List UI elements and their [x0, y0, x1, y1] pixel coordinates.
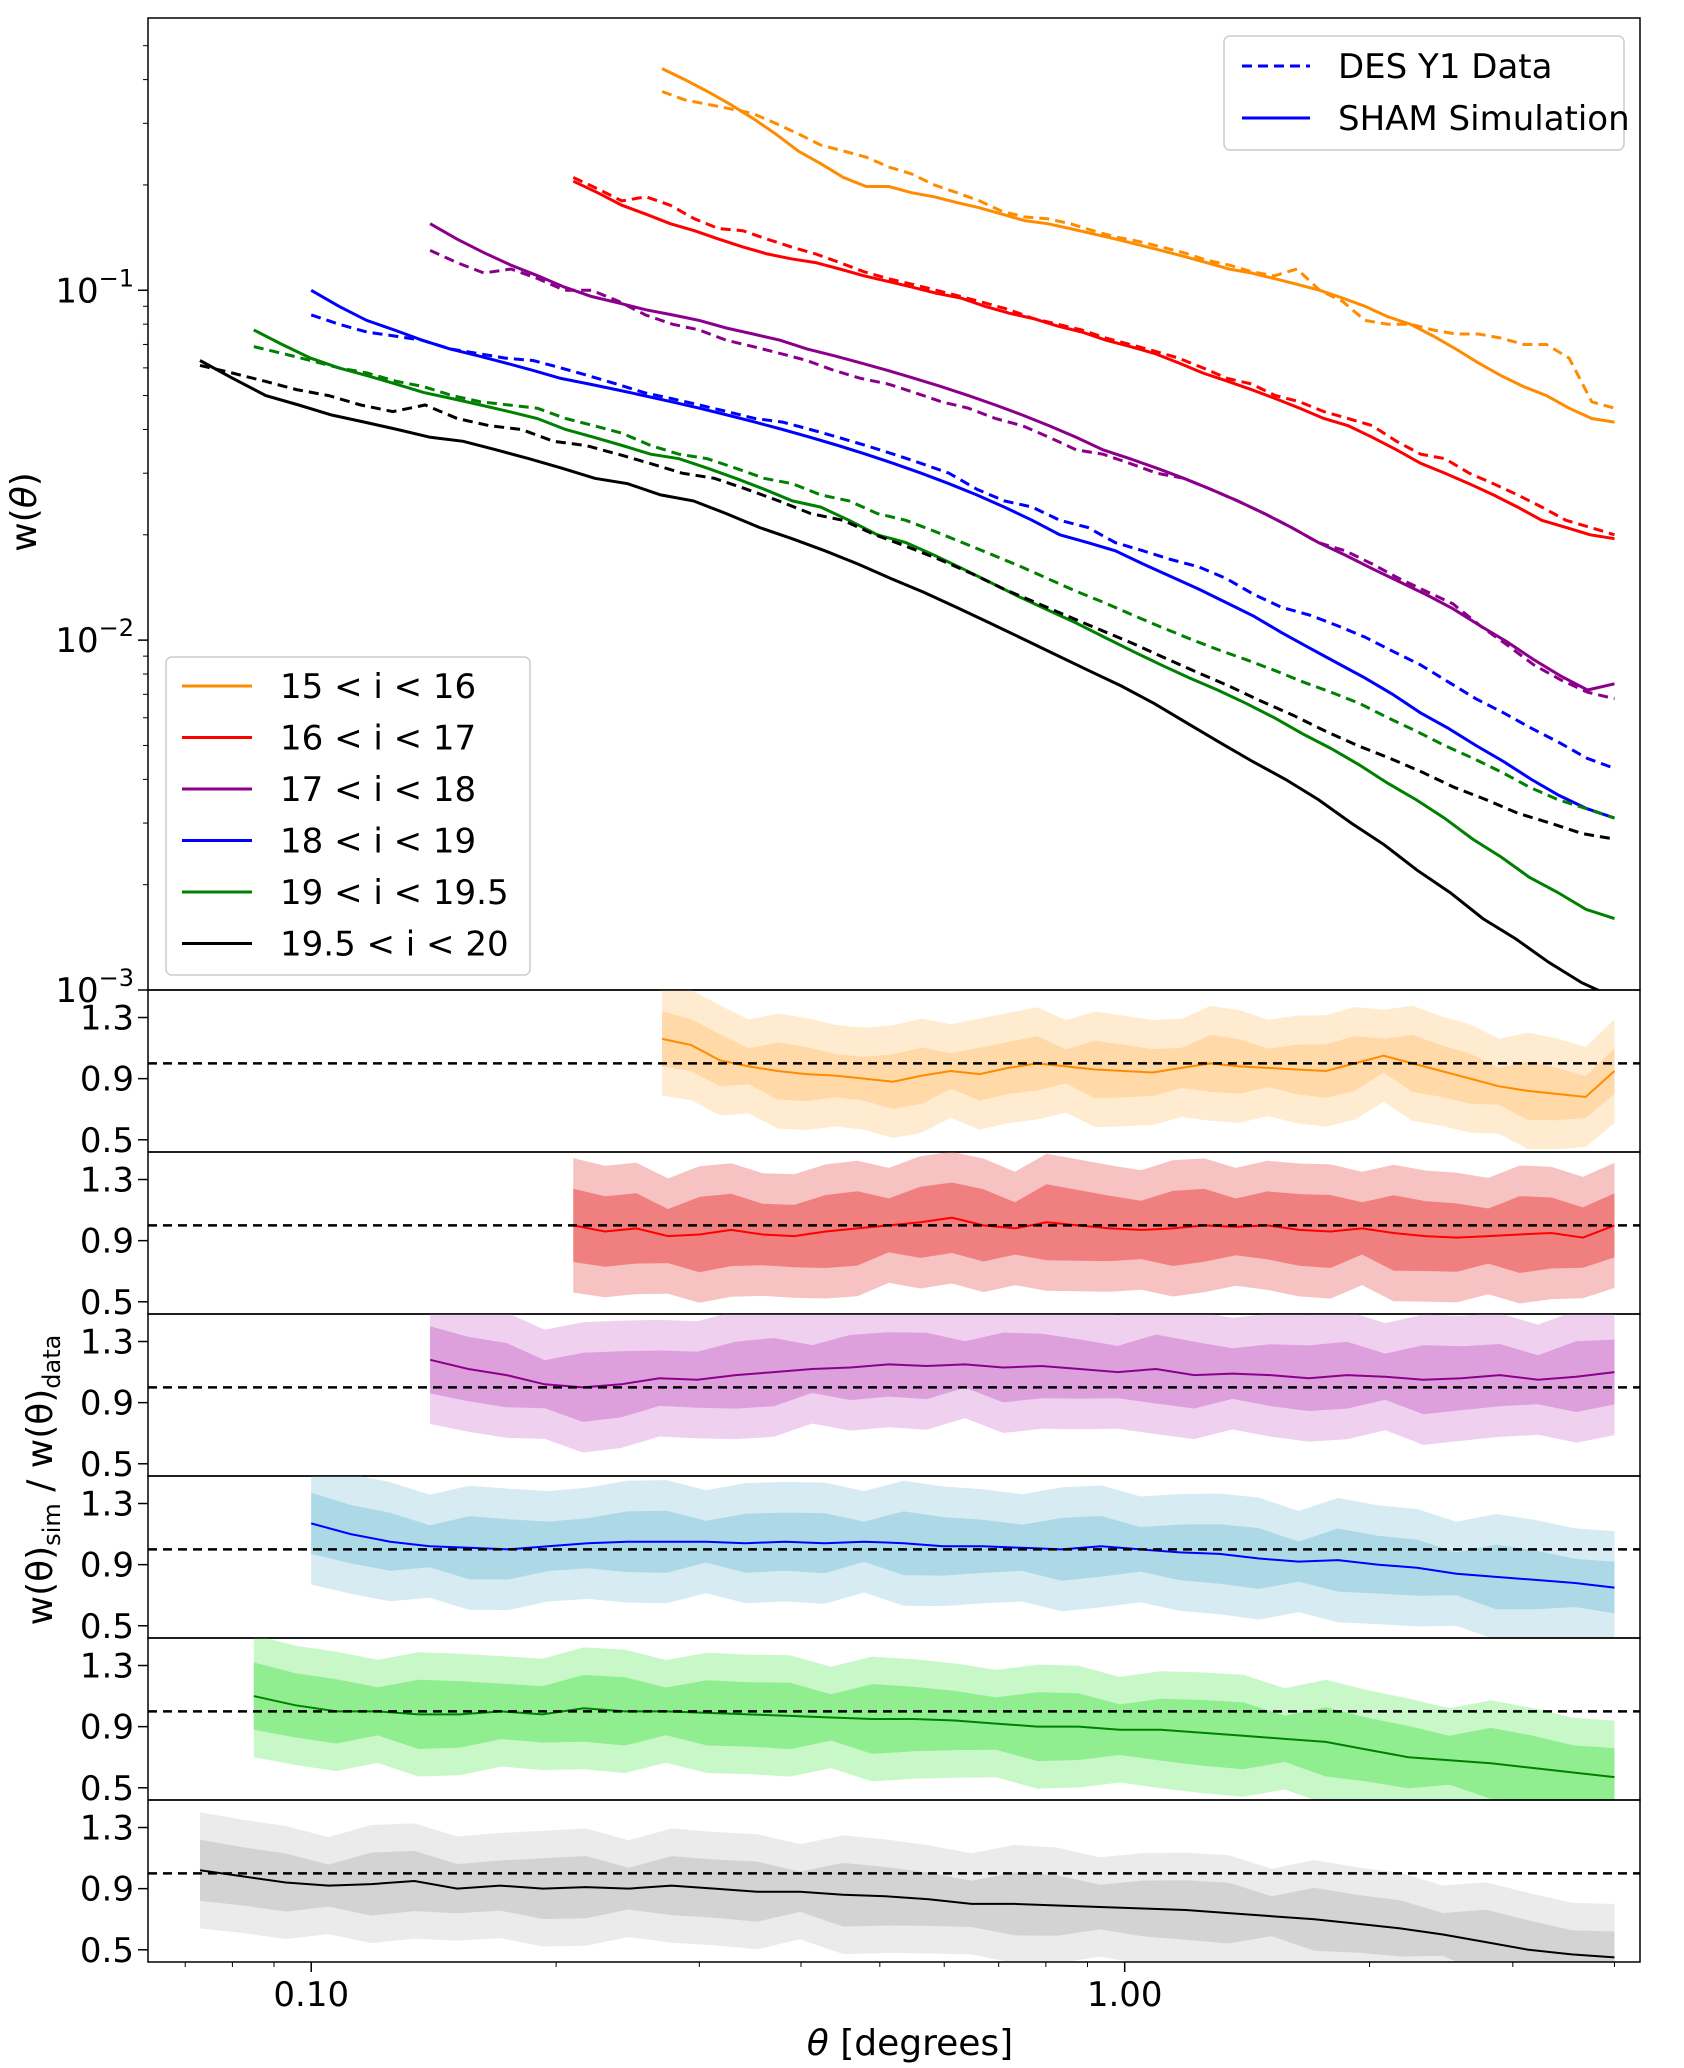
sim-line-5: [199, 359, 1602, 990]
top-ytick-base-2: 10: [55, 971, 98, 1011]
bin-legend-label-4: 19 < i < 19.5: [280, 873, 509, 913]
ratio-line-4: [253, 1695, 1615, 1779]
bin-legend: 15 < i < 16 16 < i < 17 17 < i < 18 18 < i …: [165, 656, 531, 976]
ratio-ytick-label-4-0: 0.5: [80, 1769, 134, 1809]
ratio-inner-band-4: [253, 1662, 1615, 1800]
ratio-ytick-label-1-1: 0.9: [80, 1222, 134, 1262]
y-axis-label-top: w(θ): [4, 472, 45, 552]
y-axis-label-ratio-sep: / w(θ): [20, 1389, 61, 1504]
y-axis-label-ratio-main: w(θ): [20, 1546, 61, 1626]
axis-labels: θ [degrees] w(θ) w(θ)sim / w(θ)data: [4, 472, 1013, 2064]
ratio-plot-area-3: [310, 1476, 1615, 1638]
sim-line-2: [429, 222, 1615, 692]
ratio-ytick-label-0-0: 0.5: [80, 1121, 134, 1161]
bin-legend-label-3: 18 < i < 19: [280, 822, 476, 862]
ratio-ytick-label-4-1: 0.9: [80, 1708, 134, 1748]
top-ytick-base-0: 10: [55, 271, 98, 311]
ratio-plot-area-4: [253, 1638, 1615, 1800]
data-line-4: [253, 345, 1615, 820]
data-line-1: [572, 176, 1615, 537]
ratio-line-5: [199, 1869, 1615, 1959]
ratio-panels: 0.50.91.30.50.91.30.50.91.30.50.91.30.50…: [80, 989, 1641, 1971]
y-axis-label-top-b: ): [4, 472, 45, 486]
ratio-ytick-label-3-2: 1.3: [80, 1485, 134, 1525]
ratio-line-3: [310, 1522, 1615, 1589]
top-ytick-exp-2: −3: [99, 964, 134, 992]
ratio-panel-0: 0.5 0.9 1.3: [80, 989, 1641, 1161]
bin-legend-label-0: 15 < i < 16: [280, 667, 476, 707]
ratio-ytick-label-3-1: 0.9: [80, 1546, 134, 1586]
y-axis-label-top-symbol: θ: [4, 486, 45, 508]
ratio-panel-3: 0.5 0.9 1.3: [80, 1475, 1641, 1647]
ratio-ytick-label-3-0: 0.5: [80, 1607, 134, 1647]
ratio-ytick-label-0-1: 0.9: [80, 1060, 134, 1100]
ratio-ytick-label-1-2: 1.3: [80, 1161, 134, 1201]
top-ytick-exp-0: −1: [99, 264, 134, 292]
top-ytick-label-1: 10−2: [55, 614, 134, 661]
xtick-label-0: 0.10: [273, 1975, 349, 2015]
y-axis-label-ratio-sub-data: data: [38, 1335, 66, 1389]
bin-legend-box: [165, 656, 531, 976]
ratio-ytick-label-5-0: 0.5: [80, 1931, 134, 1971]
ratio-ytick-label-4-2: 1.3: [80, 1647, 134, 1687]
ratio-ytick-label-1-0: 0.5: [80, 1283, 134, 1323]
style-legend-label-1: SHAM Simulation: [1338, 99, 1630, 139]
top-plot-area: [199, 67, 1616, 990]
ratio-ytick-label-2-1: 0.9: [80, 1384, 134, 1424]
ratio-panel-4: 0.5 0.9 1.3: [80, 1637, 1641, 1809]
data-line-3: [310, 313, 1616, 770]
ratio-ytick-label-5-1: 0.9: [80, 1870, 134, 1910]
ratio-line-2: [429, 1358, 1615, 1389]
y-axis-label-top-a: w(: [4, 508, 45, 552]
ratio-plot-area-0: [661, 990, 1616, 1150]
ratio-ytick-label-0-2: 1.3: [80, 999, 134, 1039]
xtick-label-1: 1.00: [1087, 1975, 1163, 2015]
x-axis-label-symbol: θ: [807, 2023, 829, 2064]
style-legend: DES Y1 Data SHAM Simulation: [1223, 35, 1630, 151]
top-ytick-exp-1: −2: [99, 614, 134, 642]
ratio-ytick-label-5-2: 1.3: [80, 1809, 134, 1849]
ratio-inner-band-5: [200, 1839, 1615, 1962]
ratio-line-1: [573, 1216, 1615, 1239]
ratio-ytick-label-2-0: 0.5: [80, 1445, 134, 1485]
bin-legend-label-5: 19.5 < i < 20: [280, 925, 509, 965]
x-axis: 0.10 1.00: [184, 1962, 1615, 2015]
bin-legend-label-1: 16 < i < 17: [280, 719, 476, 759]
ratio-inner-band-2: [430, 1326, 1615, 1422]
sim-line-3: [310, 288, 1615, 820]
data-line-0: [661, 90, 1615, 410]
style-legend-box: [1223, 35, 1625, 151]
sim-line-4: [253, 328, 1615, 921]
x-axis-label-unit: [degrees]: [829, 2023, 1013, 2064]
y-axis-label-ratio-sub-sim: sim: [38, 1503, 66, 1546]
ratio-plot-area-5: [199, 1812, 1615, 1962]
bin-legend-label-2: 17 < i < 18: [280, 770, 476, 810]
sim-line-1: [572, 179, 1615, 541]
ratio-panel-5: 0.5 0.9 1.3: [80, 1799, 1641, 1971]
ratio-plot-area-2: [429, 1314, 1615, 1453]
sim-line-0: [661, 67, 1615, 424]
data-line-5: [199, 363, 1615, 841]
ratio-ytick-label-2-2: 1.3: [80, 1323, 134, 1363]
ratio-plot-area-1: [573, 1152, 1615, 1304]
top-ytick-base-1: 10: [55, 621, 98, 661]
ratio-panel-1: 0.5 0.9 1.3: [80, 1151, 1641, 1323]
top-ytick-label-0: 10−1: [55, 264, 134, 311]
y-axis-label-ratio: w(θ)sim / w(θ)data: [20, 1335, 66, 1626]
ratio-inner-band-0: [662, 1011, 1615, 1121]
top-ytick-label-2: 10−3: [55, 964, 134, 1011]
x-axis-label: θ [degrees]: [807, 2023, 1013, 2064]
style-legend-label-0: DES Y1 Data: [1338, 47, 1552, 87]
ratio-inner-band-3: [311, 1492, 1615, 1614]
ratio-frame-5: [147, 1799, 1641, 1963]
ratio-line-0: [661, 1037, 1616, 1099]
ratio-panel-2: 0.5 0.9 1.3: [80, 1313, 1641, 1485]
